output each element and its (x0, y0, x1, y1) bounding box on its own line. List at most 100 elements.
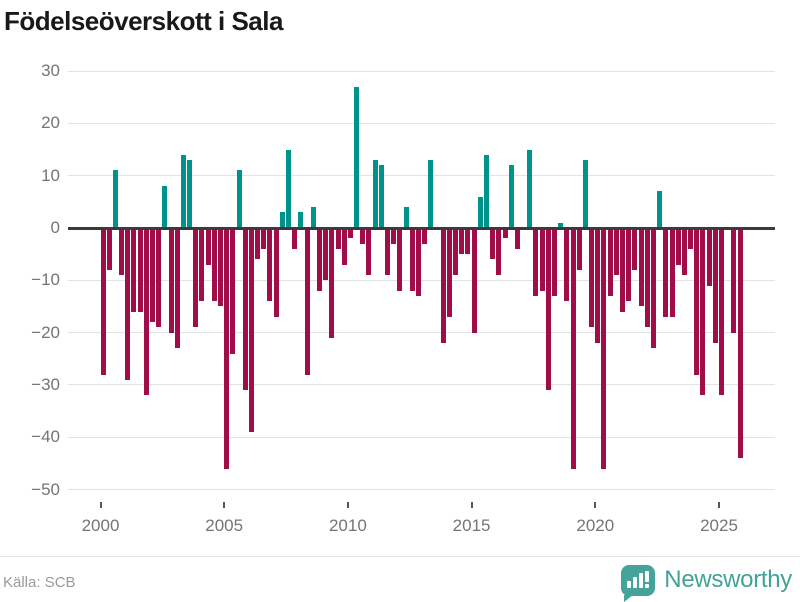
bar-quarterly-60 (471, 228, 477, 333)
newsworthy-logo: Newsworthy (621, 561, 792, 602)
bar-quarterly-59 (465, 228, 471, 255)
bar-quarterly-51 (415, 228, 421, 297)
bar-quarterly-93 (675, 228, 681, 265)
bar-quarterly-97 (700, 228, 706, 396)
bar-quarterly-23 (242, 228, 248, 391)
source-note: Källa: SCB (3, 574, 76, 591)
bar-quarterly-32 (298, 212, 304, 228)
bar-quarterly-67 (514, 228, 520, 249)
bar-quarterly-85 (626, 228, 632, 302)
zero-axis-line (68, 226, 775, 230)
bar-quarterly-94 (681, 228, 687, 276)
bar-quarterly-42 (360, 228, 366, 244)
x-tick-2005 (223, 502, 226, 508)
x-tick-2000 (99, 502, 102, 508)
bar-quarterly-46 (385, 228, 390, 276)
bar-quarterly-75 (564, 228, 570, 302)
bar-quarterly-6 (137, 228, 143, 312)
bar-quarterly-79 (589, 228, 595, 328)
bar-quarterly-69 (527, 149, 533, 228)
bar-quarterly-45 (378, 165, 384, 228)
y-axis-label-0: 0 (50, 218, 60, 237)
bar-quarterly-53 (428, 159, 434, 228)
gridline-y--20 (68, 332, 775, 334)
bar-quarterly-29 (279, 212, 285, 228)
bar-quarterly-37 (329, 228, 335, 338)
bar-quarterly-90 (657, 191, 663, 228)
bar-quarterly-92 (669, 228, 675, 317)
bar-quarterly-87 (638, 228, 644, 307)
bar-quarterly-77 (576, 228, 582, 270)
gridline-y--30 (68, 384, 775, 386)
gridline-y-30 (68, 70, 775, 72)
bar-quarterly-41 (354, 86, 360, 228)
bar-quarterly-70 (533, 228, 539, 297)
bar-quarterly-35 (316, 228, 322, 291)
gridline-y--10 (68, 279, 775, 281)
newsworthy-bubble-chart-icon (621, 564, 656, 602)
x-tick-2010 (346, 502, 349, 508)
bar-quarterly-22 (236, 170, 242, 228)
bar-quarterly-103 (737, 228, 743, 459)
bar-quarterly-61 (477, 196, 483, 228)
gridline-y-20 (68, 122, 775, 124)
bar-quarterly-81 (601, 228, 607, 469)
bar-quarterly-38 (335, 228, 341, 249)
bar-quarterly-39 (341, 228, 347, 265)
bar-quarterly-56 (446, 228, 452, 317)
bar-quarterly-88 (644, 228, 650, 328)
x-axis-label-2010: 2010 (328, 516, 367, 535)
bar-quarterly-98 (706, 228, 712, 286)
bar-quarterly-64 (496, 228, 502, 276)
bar-quarterly-78 (582, 159, 588, 228)
x-axis-label-2025: 2025 (700, 516, 738, 535)
bar-quarterly-71 (539, 228, 545, 291)
y-axis-label-30: 30 (41, 61, 60, 80)
bar-quarterly-16 (199, 228, 205, 302)
x-axis-label-2020: 2020 (576, 516, 615, 535)
bar-quarterly-2 (112, 170, 118, 228)
bar-quarterly-80 (595, 228, 601, 344)
footer-divider (0, 556, 800, 557)
y-axis-label--50: −50 (31, 479, 60, 499)
bar-quarterly-13 (180, 154, 186, 228)
bar-quarterly-63 (490, 228, 496, 260)
bar-quarterly-24 (248, 228, 254, 433)
bar-quarterly-62 (483, 154, 489, 228)
bar-quarterly-100 (719, 228, 724, 396)
bar-quarterly-84 (620, 228, 626, 312)
y-axis-label-20: 20 (41, 113, 60, 133)
bar-quarterly-1 (106, 228, 112, 270)
bar-quarterly-12 (174, 228, 180, 349)
gridline-y--40 (68, 436, 775, 438)
bar-quarterly-33 (304, 228, 310, 375)
x-tick-2025 (718, 502, 720, 508)
bar-quarterly-89 (650, 228, 656, 349)
bar-quarterly-25 (255, 228, 261, 260)
bar-quarterly-4 (125, 228, 131, 380)
x-axis-label-2015: 2015 (452, 516, 491, 535)
bar-quarterly-20 (224, 228, 230, 469)
bar-quarterly-47 (391, 228, 397, 244)
bar-quarterly-18 (211, 228, 217, 302)
bar-quarterly-57 (453, 228, 459, 276)
y-axis-label--30: −30 (31, 374, 60, 394)
bar-quarterly-99 (712, 228, 718, 344)
plot-area: 30 20 10 0 −10 −20 −30 −40 −50 2000 2005 2010 2015 20… (31, 61, 775, 535)
bar-quarterly-52 (422, 228, 428, 244)
bar-quarterly-58 (459, 228, 465, 255)
bar-quarterly-102 (731, 228, 737, 333)
bar-quarterly-50 (409, 228, 415, 291)
bar-quarterly-49 (403, 207, 409, 228)
bar-quarterly-30 (286, 149, 292, 228)
bar-quarterly-21 (230, 228, 236, 354)
bar-quarterly-34 (310, 207, 316, 228)
bar-quarterly-31 (292, 228, 298, 249)
bar-quarterly-65 (502, 228, 508, 239)
gridline-y--50 (68, 489, 775, 491)
bar-quarterly-7 (143, 228, 149, 396)
y-axis-label--20: −20 (31, 322, 60, 342)
bar-quarterly-5 (131, 228, 137, 312)
bar-quarterly-73 (552, 228, 557, 297)
